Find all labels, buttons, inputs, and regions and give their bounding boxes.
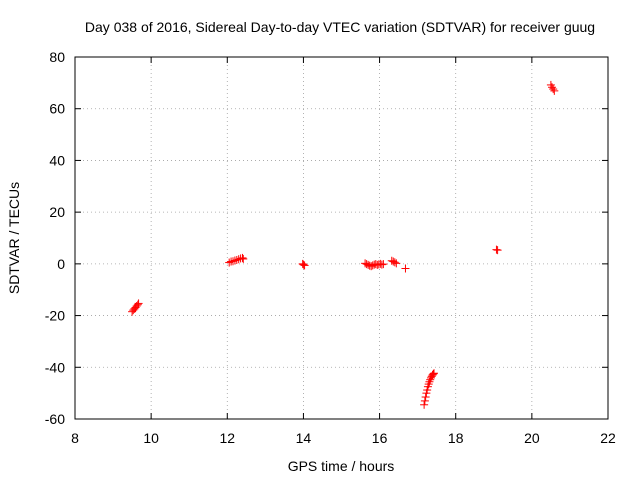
data-point (492, 245, 501, 254)
x-tick-label: 18 (448, 430, 464, 446)
grid (75, 57, 608, 419)
x-axis-label: GPS time / hours (288, 458, 395, 474)
data-point (421, 393, 430, 402)
data-point (420, 400, 429, 409)
data-point (298, 259, 307, 268)
data-point (134, 299, 143, 308)
data-point (392, 259, 401, 268)
data-point (228, 257, 237, 266)
data-series (128, 80, 559, 409)
plot-frame (74, 56, 609, 420)
data-point (549, 85, 558, 94)
data-point (425, 377, 434, 386)
data-point (429, 370, 438, 379)
chart-title: Day 038 of 2016, Sidereal Day-to-day VTE… (85, 19, 595, 35)
data-point (430, 369, 439, 378)
y-tick-label: 40 (49, 152, 65, 168)
data-point (232, 255, 241, 264)
data-point (133, 300, 142, 309)
data-point (493, 246, 502, 255)
data-point (300, 261, 309, 270)
data-point (230, 256, 239, 265)
x-tick-label: 12 (219, 430, 235, 446)
axis-ticks: 8 10 12 14 16 18 20 22 -60 -40 -20 0 20 40 60 80 (45, 49, 616, 446)
x-tick-label: 16 (372, 430, 388, 446)
y-tick-label: -20 (45, 308, 65, 324)
y-axis-label: SDTVAR / TECUs (6, 182, 22, 294)
y-tick-label: 60 (49, 101, 65, 117)
data-point (401, 264, 410, 273)
x-tick-label: 10 (143, 430, 159, 446)
x-tick-label: 22 (600, 430, 616, 446)
data-point (428, 371, 437, 380)
x-tick-label: 20 (524, 430, 540, 446)
y-tick-label: 0 (57, 256, 65, 272)
data-point (379, 260, 388, 269)
x-tick-label: 8 (71, 430, 79, 446)
y-tick-label: 80 (49, 49, 65, 65)
data-point (426, 375, 435, 384)
data-point (550, 86, 559, 95)
data-point (423, 386, 432, 395)
data-point (239, 254, 248, 263)
x-tick-label: 14 (296, 430, 312, 446)
y-tick-label: -60 (45, 411, 65, 427)
data-point (420, 396, 429, 405)
data-point (390, 258, 399, 267)
data-point (377, 260, 386, 269)
data-point (225, 258, 234, 267)
y-tick-label: -40 (45, 359, 65, 375)
y-tick-label: 20 (49, 204, 65, 220)
data-point (238, 253, 247, 262)
data-point (299, 260, 308, 269)
